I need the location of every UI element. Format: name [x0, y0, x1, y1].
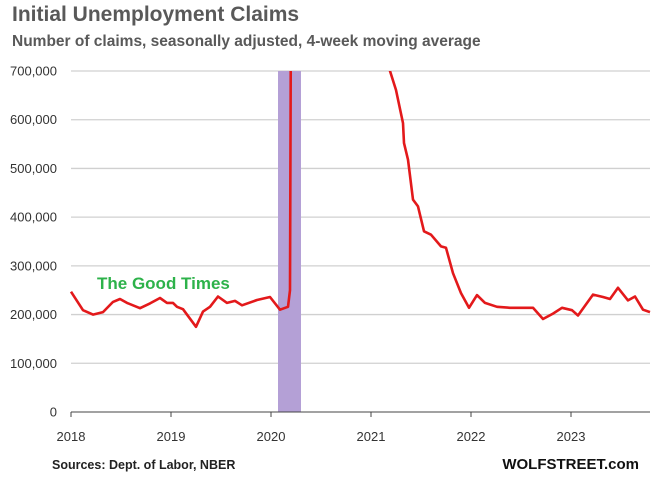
y-tick-label: 600,000	[10, 112, 57, 127]
series-line-initial-claims	[69, 71, 651, 329]
source-note: Sources: Dept. of Labor, NBER	[52, 458, 236, 472]
x-tick-label: 2018	[57, 429, 86, 444]
chart-subtitle: Number of claims, seasonally adjusted, 4…	[12, 33, 481, 50]
y-tick-label: 0	[50, 405, 57, 420]
x-tick-label: 2022	[457, 429, 486, 444]
x-tick-label: 2019	[157, 429, 186, 444]
y-tick-label: 300,000	[10, 258, 57, 273]
x-tick-label: 2023	[557, 429, 586, 444]
y-tick-label: 700,000	[10, 64, 57, 79]
x-tick-label: 2021	[357, 429, 386, 444]
y-tick-label: 200,000	[10, 307, 57, 322]
x-tick-label: 2020	[257, 429, 286, 444]
y-tick-label: 400,000	[10, 210, 57, 225]
y-tick-label: 100,000	[10, 356, 57, 371]
y-tick-label: 500,000	[10, 161, 57, 176]
brand-label: WOLFSTREET.com	[502, 456, 639, 473]
annotation-good-times: The Good Times	[97, 274, 230, 293]
chart-title: Initial Unemployment Claims	[12, 3, 300, 26]
